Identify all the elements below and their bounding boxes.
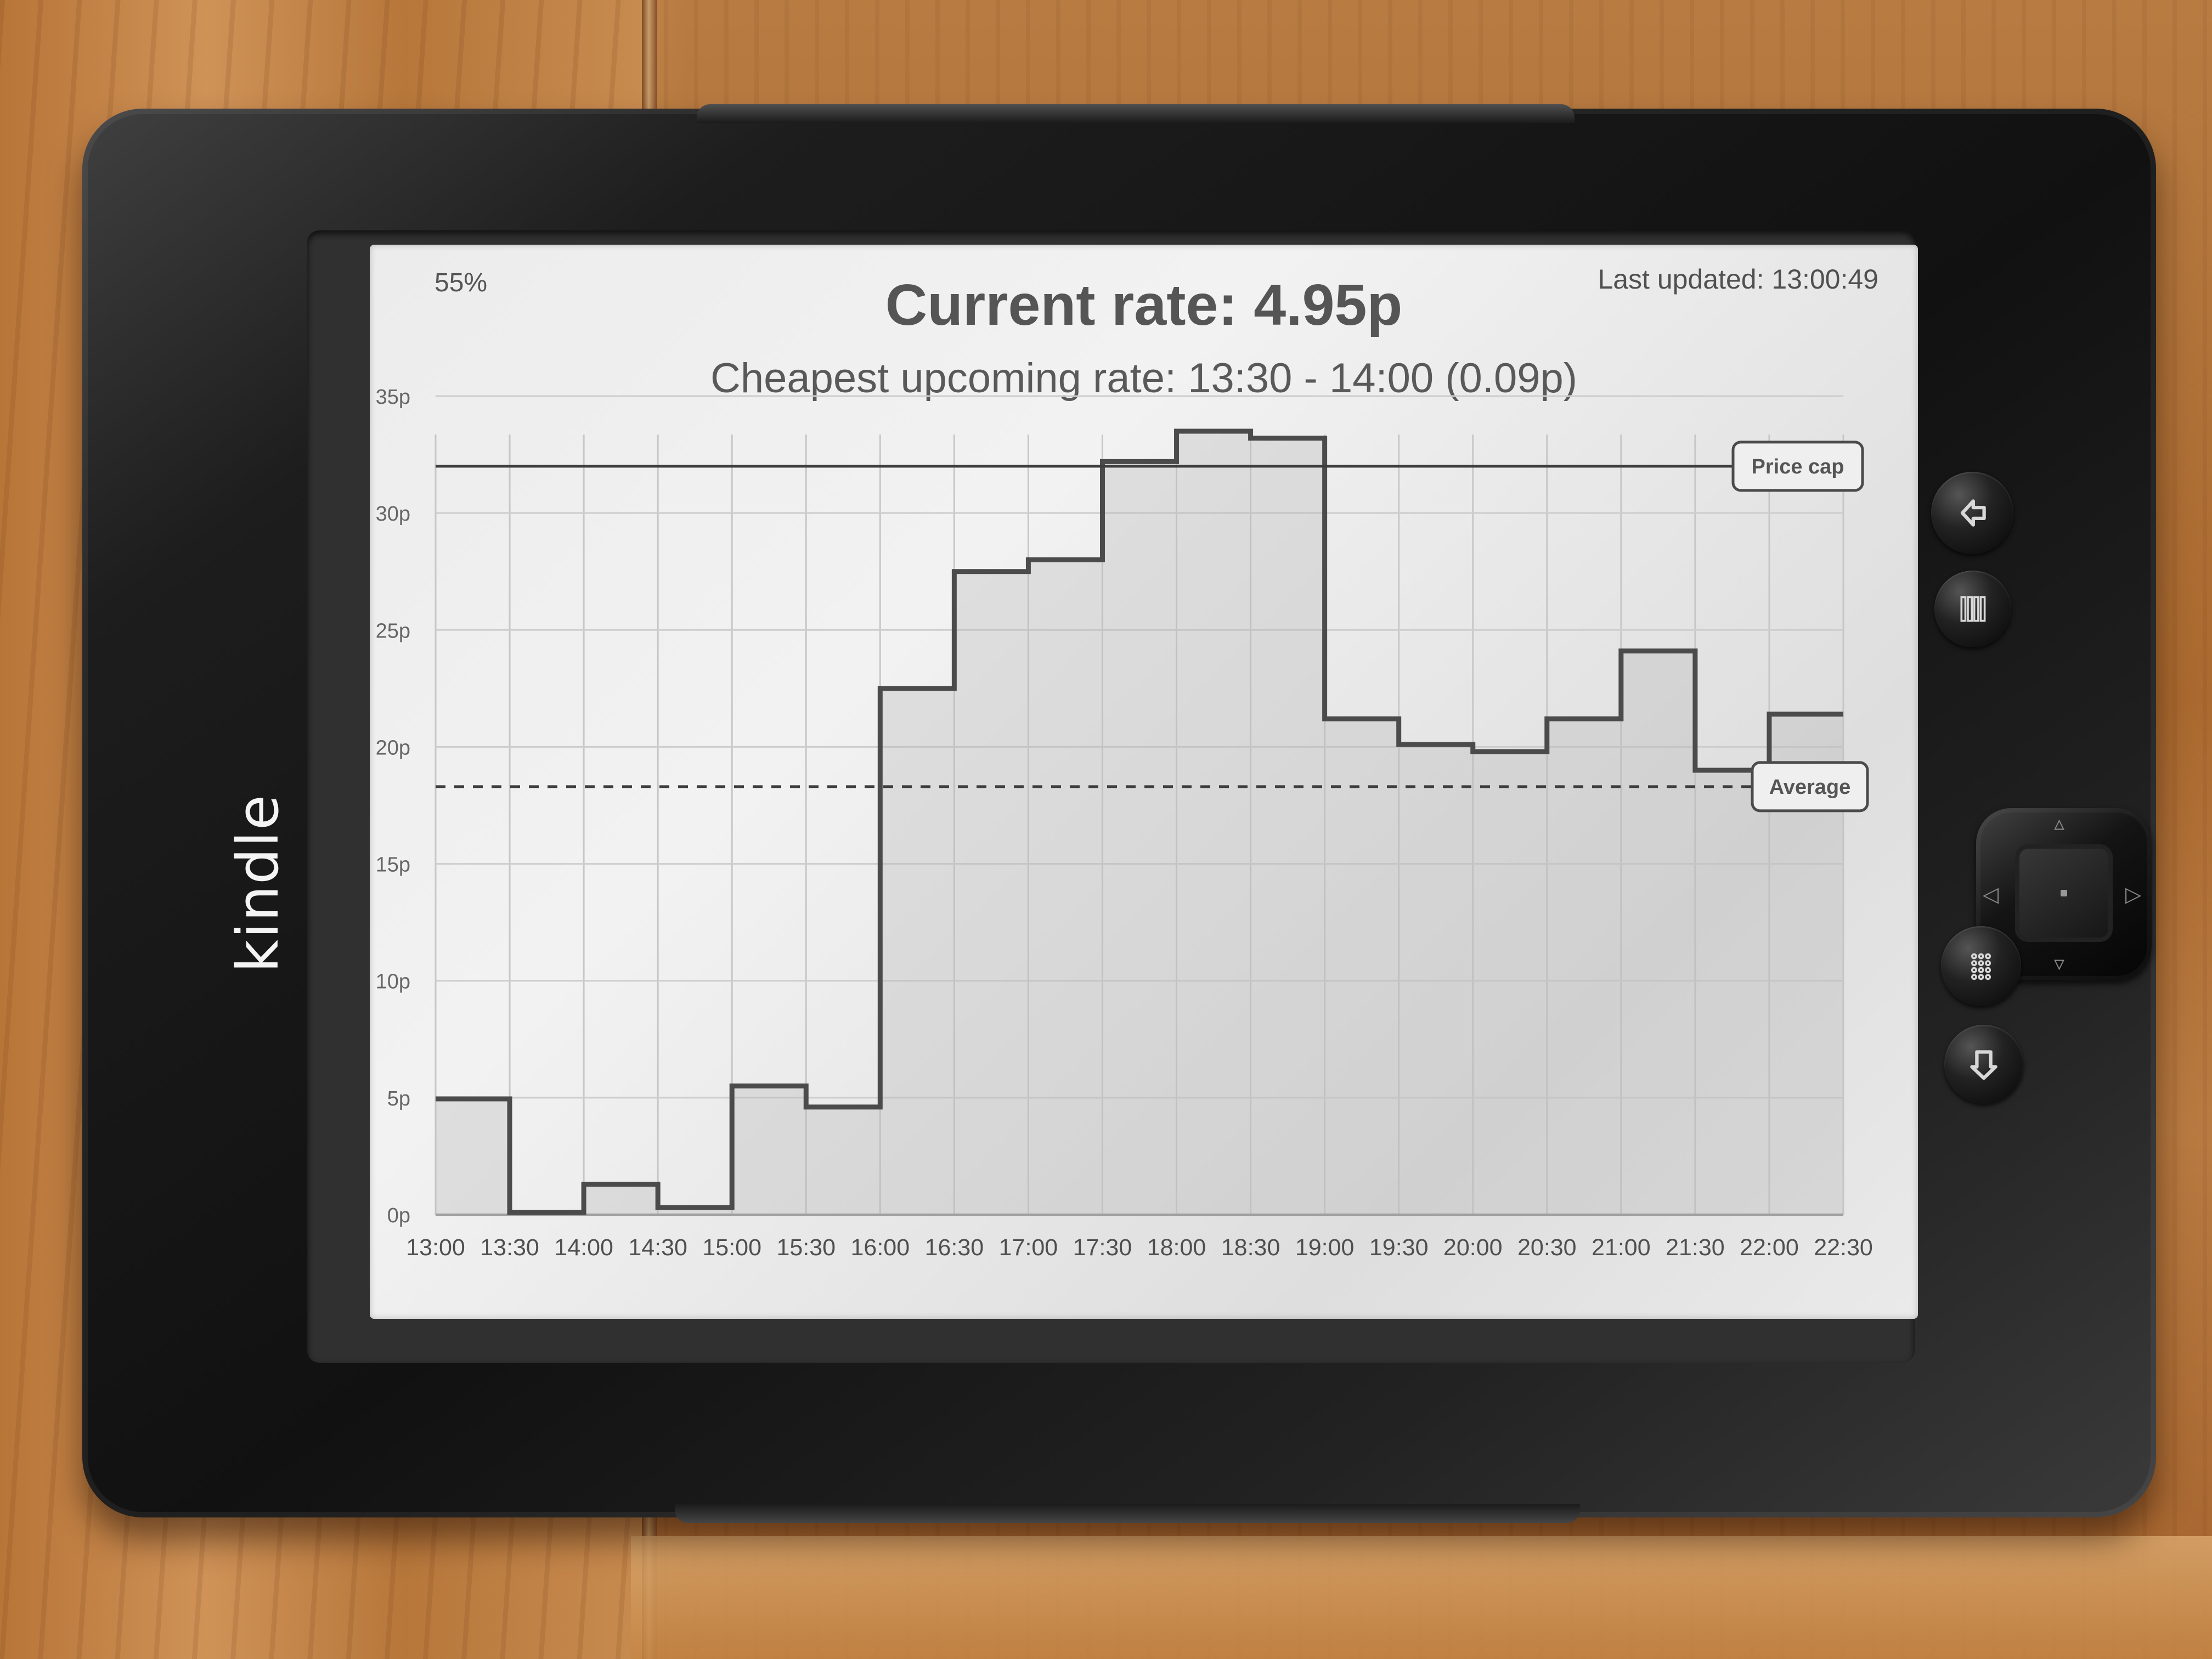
back-icon — [1960, 499, 1986, 527]
menu-button[interactable] — [1934, 571, 2011, 647]
battery-percentage: 55% — [435, 268, 488, 297]
y-axis-labels: 0p 5p 10p 15p 20p 25p 30p 35p — [376, 386, 410, 1227]
x-tick-label: 20:30 — [1517, 1234, 1577, 1261]
x-axis-labels: 13:00 13:30 14:00 14:30 15:00 15:30 16:00 16:30… — [406, 1234, 1873, 1261]
y-tick-label: 30p — [376, 503, 410, 526]
x-tick-label: 22:00 — [1740, 1234, 1799, 1261]
home-icon — [1970, 1050, 1997, 1080]
home-button[interactable] — [1944, 1025, 2023, 1104]
x-tick-label: 19:30 — [1369, 1234, 1429, 1261]
average-label: Average — [1769, 776, 1851, 799]
y-tick-label: 10p — [376, 970, 410, 994]
down-arrow-icon: ▿ — [2054, 951, 2065, 975]
y-tick-label: 5p — [387, 1087, 410, 1110]
y-tick-label: 15p — [376, 854, 410, 877]
current-rate-title: Current rate: 4.95p — [885, 273, 1403, 337]
menu-icon — [1960, 596, 1986, 622]
price-cap-label: Price cap — [1752, 455, 1844, 478]
x-tick-label: 20:00 — [1443, 1234, 1503, 1261]
price-cap-label-box — [1731, 441, 1864, 492]
y-tick-label: 0p — [387, 1204, 410, 1227]
cheapest-rate-subtitle: Cheapest upcoming rate: 13:30 - 14:00 (0… — [710, 355, 1578, 402]
x-tick-label: 17:30 — [1073, 1234, 1132, 1261]
y-tick-label: 20p — [376, 736, 410, 759]
chart-grid — [435, 395, 1844, 1216]
x-tick-label: 18:30 — [1221, 1234, 1280, 1261]
x-tick-label: 16:30 — [925, 1234, 984, 1261]
x-tick-label: 15:30 — [776, 1234, 836, 1261]
x-tick-label: 13:00 — [406, 1234, 465, 1261]
last-updated-text: Last updated: 13:00:49 — [1598, 264, 1878, 295]
y-tick-label: 35p — [376, 386, 410, 409]
x-tick-label: 15:00 — [702, 1234, 761, 1261]
x-tick-label: 21:00 — [1592, 1234, 1651, 1261]
wood-lower-board — [631, 1536, 2212, 1659]
average-label-box — [1751, 761, 1869, 812]
x-tick-label: 13:30 — [480, 1234, 539, 1261]
rate-step-line — [436, 428, 1843, 1215]
up-arrow-icon: ▵ — [2054, 811, 2065, 835]
keyboard-button[interactable] — [1941, 926, 2021, 1006]
y-tick-label: 25p — [376, 619, 410, 642]
e-ink-screen: 55% Last updated: 13:00:49 Current rate:… — [370, 245, 1918, 1319]
electricity-rate-chart: 0p 5p 10p 15p 20p 25p 30p 35p 13:00 13:30 14:00 14… — [376, 386, 1873, 1261]
x-tick-label: 22:30 — [1814, 1234, 1873, 1261]
x-tick-label: 16:00 — [851, 1234, 910, 1261]
right-arrow-icon: ▷ — [2125, 882, 2142, 906]
x-tick-label: 19:00 — [1295, 1234, 1355, 1261]
select-button[interactable] — [2015, 844, 2113, 942]
reference-lines: Price cap Average — [436, 441, 1869, 812]
back-button[interactable] — [1931, 472, 2013, 554]
device-bottom-edge — [675, 1504, 1580, 1523]
kindle-device: kindle 55% Last updated: 13:00:49 Curren… — [82, 104, 2156, 1523]
kindle-logo: kindle — [224, 794, 291, 973]
select-dot-icon — [2061, 890, 2067, 896]
keyboard-icon — [1971, 953, 1991, 980]
x-tick-label: 18:00 — [1147, 1234, 1206, 1261]
x-tick-label: 14:00 — [554, 1234, 613, 1261]
device-top-edge — [697, 104, 1575, 123]
x-tick-label: 17:00 — [999, 1234, 1058, 1261]
x-tick-label: 21:30 — [1666, 1234, 1725, 1261]
x-tick-label: 14:30 — [628, 1234, 687, 1261]
rate-area-fill — [436, 431, 1843, 1215]
left-arrow-icon: ◁ — [1983, 882, 1999, 906]
